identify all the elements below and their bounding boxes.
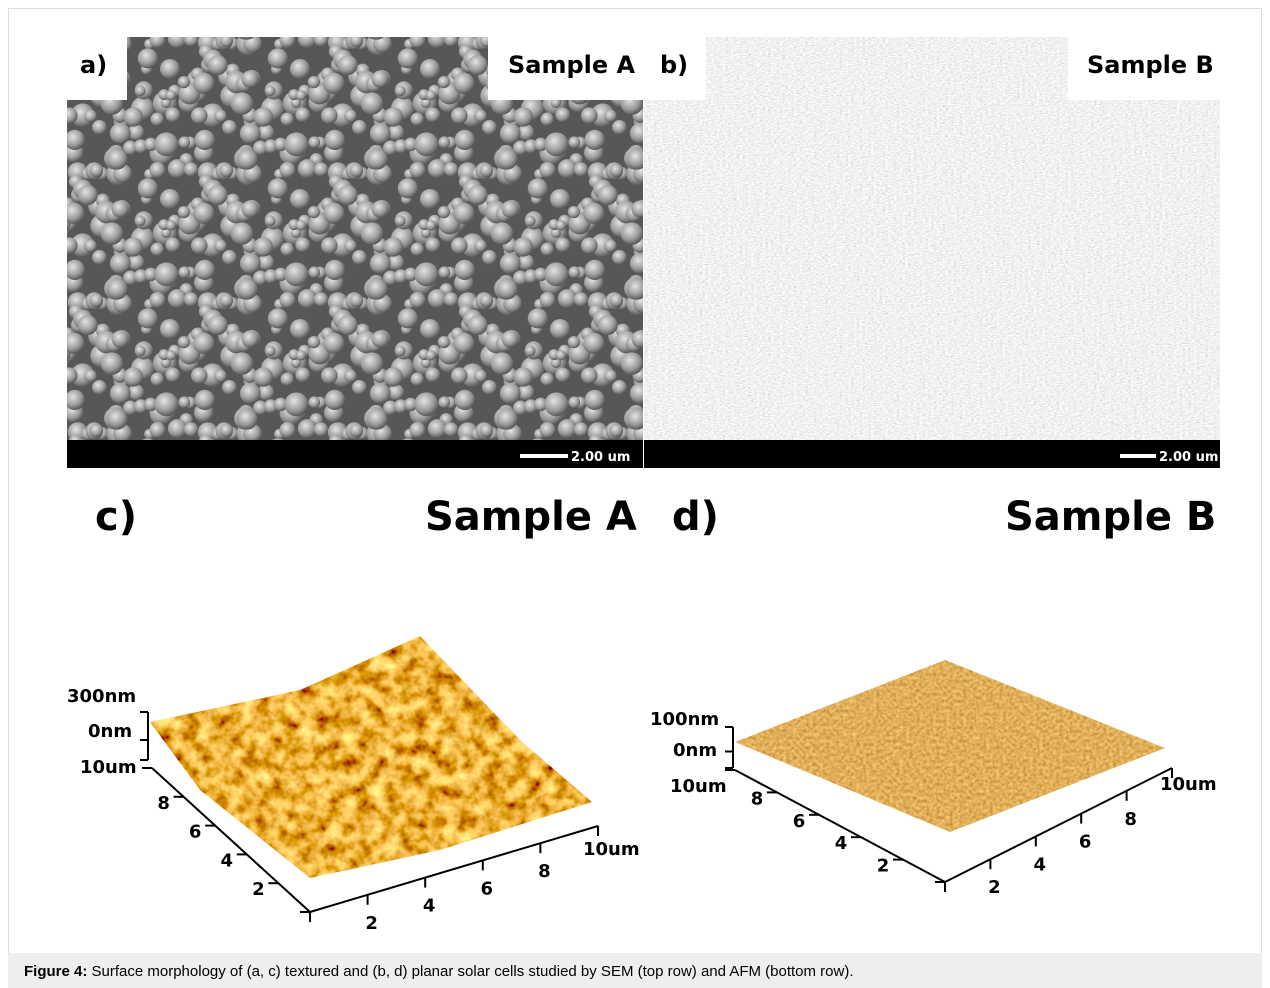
x-end-label: 10um xyxy=(1160,774,1217,795)
sample-label: Sample B xyxy=(1087,51,1214,79)
z-zero-label: 0nm xyxy=(88,721,132,742)
tick-label: 2 xyxy=(365,913,378,934)
caption-label: Figure 4: xyxy=(24,963,87,980)
tick-label: 6 xyxy=(1079,832,1092,853)
scale-label: 2.00 um xyxy=(1159,450,1218,465)
tick-label: 8 xyxy=(1124,809,1137,830)
tick-label: 6 xyxy=(481,878,494,899)
z-top-label: 300nm xyxy=(67,686,136,707)
tick-label: 4 xyxy=(423,896,436,917)
z-zero-label: 0nm xyxy=(673,740,717,761)
panel-label: c) xyxy=(95,494,137,540)
sample-label: Sample B xyxy=(1005,494,1216,540)
panel-label: a) xyxy=(80,51,107,79)
tick-label: 6 xyxy=(189,822,202,843)
tick-label: 4 xyxy=(835,833,848,854)
afm-surface-b xyxy=(735,660,1165,832)
tick-label: 2 xyxy=(252,879,265,900)
afm-surface-a xyxy=(150,636,592,878)
y-end-label: 10um xyxy=(80,757,137,778)
tick-label: 6 xyxy=(793,811,806,832)
figure: a) Sample A 2.00 um b) Sample B 2.00 um … xyxy=(0,0,1270,988)
scale-label: 2.00 um xyxy=(571,450,630,465)
tick-label: 8 xyxy=(538,861,551,882)
tick-label: 8 xyxy=(157,793,170,814)
tick-label: 2 xyxy=(877,856,890,877)
y-end-label: 10um xyxy=(670,776,727,797)
panel-label: b) xyxy=(660,51,688,79)
panel-label: d) xyxy=(672,494,719,540)
tick-label: 2 xyxy=(988,877,1001,898)
z-top-label: 100nm xyxy=(650,709,719,730)
tick-label: 4 xyxy=(1034,854,1047,875)
tick-label: 8 xyxy=(751,788,764,809)
x-end-label: 10um xyxy=(583,839,640,860)
tick-label: 4 xyxy=(221,850,234,871)
sample-label: Sample A xyxy=(508,51,636,79)
caption-text: Surface morphology of (a, c) textured an… xyxy=(87,963,853,980)
caption: Figure 4: Surface morphology of (a, c) t… xyxy=(24,963,854,980)
sample-label: Sample A xyxy=(425,494,637,540)
